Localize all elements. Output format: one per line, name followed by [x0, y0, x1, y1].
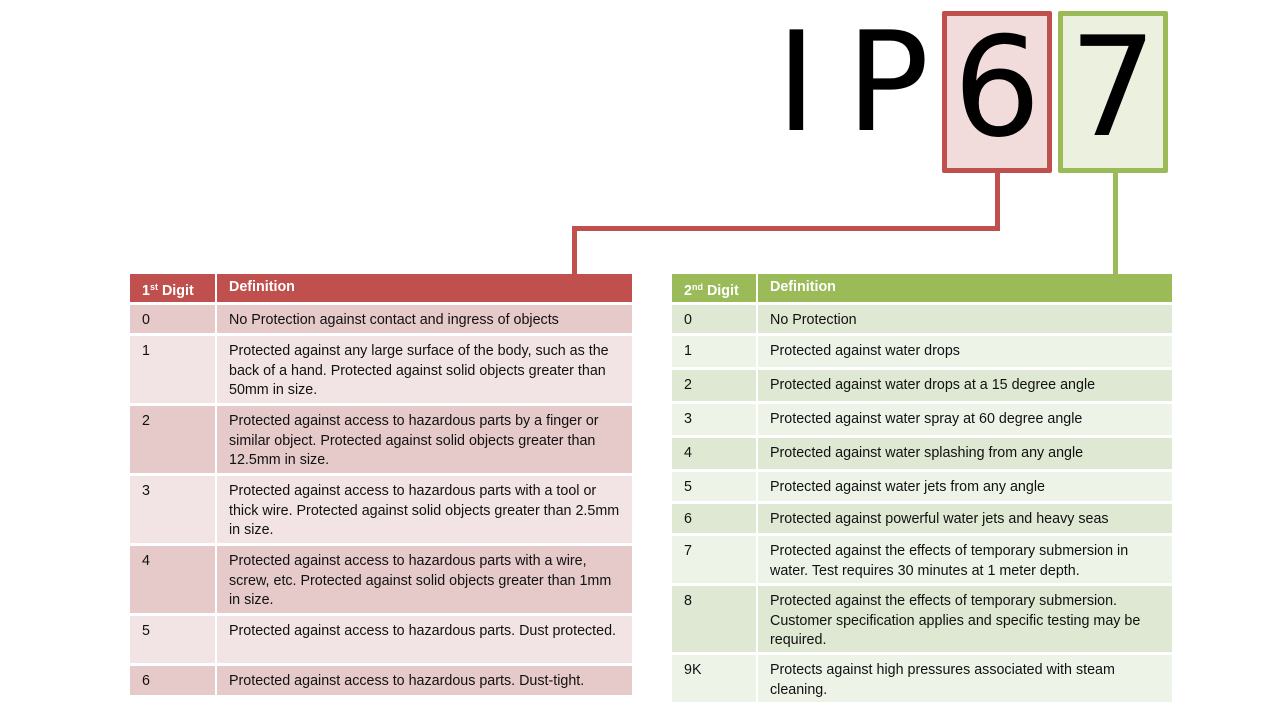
- digit-cell: 1: [672, 336, 758, 367]
- table-row: 1 Protected against any large surface of …: [130, 336, 632, 403]
- digit-cell: 0: [130, 305, 217, 333]
- definition-column-header: Definition: [770, 279, 836, 295]
- definition-cell: No Protection: [770, 312, 857, 328]
- digit-cell: 6: [672, 504, 758, 533]
- letter-p: P: [846, 2, 930, 163]
- definition-cell: Protected against water spray at 60 degr…: [770, 411, 1083, 427]
- definition-cell: Protected against water splashing from a…: [770, 445, 1084, 461]
- table-row: 3 Protected against access to hazardous p…: [130, 476, 632, 543]
- digit-cell: 2: [672, 370, 758, 401]
- digit-cell: 7: [672, 536, 758, 583]
- table-row: 3 Protected against water spray at 60 deg…: [672, 404, 1172, 435]
- second-digit-box: 7: [1058, 11, 1168, 173]
- table-row: 5 Protected against access to hazardous p…: [130, 616, 632, 663]
- first-digit-table: 1st Digit Definition 0 No Protection agai…: [130, 274, 632, 695]
- second-digit-table: 2nd Digit Definition 0 No Protection 1 Pro…: [672, 274, 1172, 702]
- first-digit-connector-vertical-top: [995, 173, 1000, 231]
- definition-cell: Protected against water jets from any an…: [770, 479, 1045, 495]
- digit-cell: 4: [130, 546, 217, 613]
- table-row: 1 Protected against water drops: [672, 336, 1172, 367]
- definition-cell: No Protection against contact and ingres…: [229, 312, 559, 328]
- table-row: 4 Protected against water splashing from …: [672, 438, 1172, 469]
- table-row: 9K Protects against high pressures associ…: [672, 655, 1172, 702]
- second-digit: 7: [1069, 7, 1157, 168]
- digit-cell: 3: [130, 476, 217, 543]
- digit-cell: 6: [130, 666, 217, 695]
- definition-cell: Protected against access to hazardous pa…: [229, 623, 617, 639]
- definition-cell: Protected against the effects of tempora…: [770, 593, 1141, 648]
- definition-cell: Protected against any large surface of t…: [229, 343, 609, 398]
- table-row: 6 Protected against powerful water jets a…: [672, 504, 1172, 533]
- digit-column-header: 1st Digit: [130, 274, 217, 302]
- digit-cell: 3: [672, 404, 758, 435]
- definition-cell: Protected against the effects of tempora…: [770, 543, 1129, 579]
- definition-cell: Protected against access to hazardous pa…: [229, 673, 585, 689]
- table-header: 1st Digit Definition: [130, 274, 632, 302]
- definition-column-header: Definition: [229, 279, 295, 295]
- digit-cell: 9K: [672, 655, 758, 702]
- definition-cell: Protected against access to hazardous pa…: [229, 413, 599, 468]
- definition-cell: Protected against access to hazardous pa…: [229, 553, 612, 608]
- first-digit-box: 6: [942, 11, 1052, 173]
- digit-cell: 1: [130, 336, 217, 403]
- definition-cell: Protects against high pressures associat…: [770, 662, 1115, 698]
- table-row: 0 No Protection: [672, 305, 1172, 333]
- first-digit-connector-vertical-bottom: [572, 226, 577, 274]
- table-row: 2 Protected against access to hazardous p…: [130, 406, 632, 473]
- digit-column-header: 2nd Digit: [672, 274, 758, 302]
- table-row: 2 Protected against water drops at a 15 d…: [672, 370, 1172, 401]
- table-row: 4 Protected against access to hazardous p…: [130, 546, 632, 613]
- first-digit: 6: [953, 7, 1041, 168]
- table-row: 8 Protected against the effects of tempor…: [672, 586, 1172, 652]
- digit-cell: 5: [672, 472, 758, 501]
- definition-cell: Protected against access to hazardous pa…: [229, 483, 620, 538]
- definition-cell: Protected against powerful water jets an…: [770, 511, 1109, 527]
- digit-cell: 2: [130, 406, 217, 473]
- digit-cell: 8: [672, 586, 758, 652]
- table-row: 5 Protected against water jets from any a…: [672, 472, 1172, 501]
- definition-cell: Protected against water drops: [770, 343, 960, 359]
- digit-cell: 4: [672, 438, 758, 469]
- digit-cell: 0: [672, 305, 758, 333]
- digit-cell: 5: [130, 616, 217, 663]
- table-row: 7 Protected against the effects of tempor…: [672, 536, 1172, 583]
- definition-cell: Protected against water drops at a 15 de…: [770, 377, 1096, 393]
- first-digit-connector-horizontal: [572, 226, 1000, 231]
- table-row: 0 No Protection against contact and ingre…: [130, 305, 632, 333]
- letter-i: I: [776, 2, 817, 163]
- second-digit-connector: [1113, 173, 1118, 274]
- table-header: 2nd Digit Definition: [672, 274, 1172, 302]
- table-row: 6 Protected against access to hazardous p…: [130, 666, 632, 695]
